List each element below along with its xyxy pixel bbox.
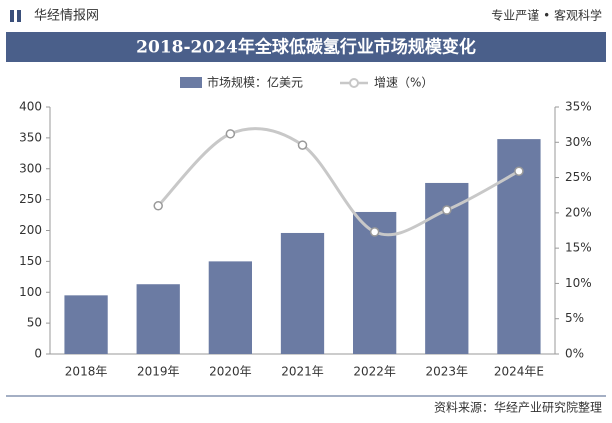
growth-marker (369, 227, 380, 237)
legend-label: 市场规模：亿美元 (207, 75, 303, 90)
growth-marker (225, 129, 236, 139)
y-tick-label: 50 (27, 316, 42, 330)
y-tick-label: 150 (19, 254, 42, 268)
bar (280, 232, 325, 354)
growth-marker (514, 166, 524, 176)
y-tick-label: 200 (19, 223, 42, 237)
legend-marker (349, 78, 359, 88)
y-tick-label: 350 (19, 130, 42, 144)
legend-label: 增速（%） (374, 76, 433, 90)
growth-marker (297, 140, 308, 150)
y2-tick-label: 10% (565, 276, 592, 290)
x-tick-label: 2022年 (353, 365, 396, 379)
logo-bar (10, 10, 14, 22)
bar (136, 284, 180, 354)
growth-marker (153, 201, 163, 211)
bar (64, 295, 108, 354)
source: 资料来源：华经产业研究院整理 (434, 400, 602, 415)
y-tick-label: 250 (19, 192, 42, 206)
x-tick-label: 2020年 (209, 365, 252, 379)
y-tick-label: 100 (19, 285, 42, 299)
growth-line (157, 127, 520, 237)
slogan: 专业严谨 • 客观科学 (491, 8, 602, 23)
y2-tick-label: 0% (565, 347, 584, 361)
growth-marker (442, 205, 452, 215)
y2-tick-label: 25% (565, 170, 592, 184)
chart-title: 2018-2024年全球低碳氢行业市场规模变化 (136, 37, 476, 58)
title-bar (6, 32, 606, 62)
x-tick-label: 2023年 (426, 365, 469, 379)
y-tick-label: 0 (34, 347, 42, 361)
y2-tick-label: 20% (565, 205, 592, 219)
x-tick-label: 2021年 (281, 365, 324, 379)
y-tick-label: 300 (19, 161, 42, 175)
x-tick-label: 2018年 (65, 365, 108, 379)
x-tick-label: 2024年E (494, 365, 544, 379)
logo-bar (17, 10, 21, 22)
legend-swatch (180, 77, 202, 88)
y2-tick-label: 30% (565, 135, 592, 149)
y2-tick-label: 5% (565, 311, 584, 325)
y2-tick-label: 15% (565, 241, 592, 255)
bar (208, 261, 252, 354)
x-tick-label: 2019年 (137, 365, 180, 379)
y2-tick-label: 35% (565, 100, 592, 114)
brand: 华经情报网 (34, 9, 99, 24)
y-tick-label: 400 (19, 100, 42, 114)
